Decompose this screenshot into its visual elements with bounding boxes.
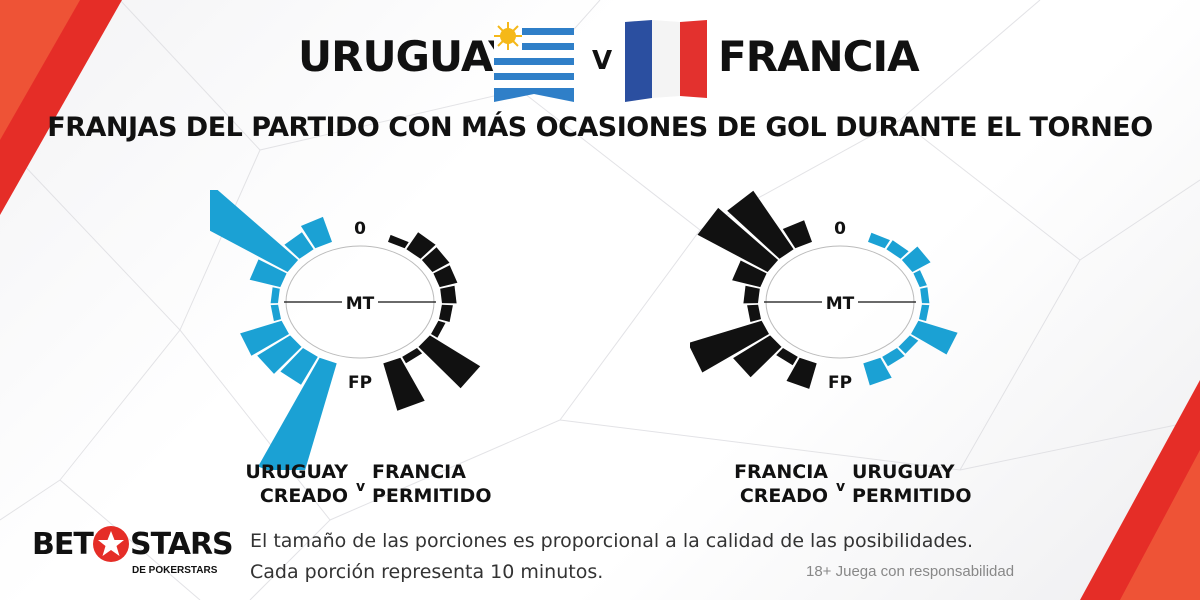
- chart-subtitle: FRANJAS DEL PARTIDO CON MÁS OCASIONES DE…: [47, 112, 1153, 143]
- slice-right-9: [402, 348, 423, 364]
- slice-right-10: [863, 357, 892, 386]
- label-end: FP: [828, 373, 852, 393]
- slice-left-9: [776, 348, 798, 366]
- corner-stripe-bottom-right-inner: [1120, 450, 1200, 600]
- legend-vs: v: [356, 479, 366, 495]
- slice-right-9: [882, 348, 905, 367]
- label-end: FP: [348, 373, 372, 393]
- slice-left-6: [747, 304, 761, 322]
- slice-right-7: [431, 320, 446, 338]
- legend-right-line-1: FRANCIA: [372, 461, 466, 483]
- slice-left-8: [733, 335, 782, 378]
- series-right: [383, 232, 481, 411]
- slice-right-4: [433, 265, 458, 288]
- footnote-line-1: El tamaño de las porciones es proporcion…: [250, 530, 974, 552]
- halftime-label-bg: [822, 291, 858, 313]
- slice-left-5: [743, 285, 760, 304]
- slice-right-4: [913, 270, 927, 288]
- legend-right-line-2: PERMITIDO: [372, 485, 492, 507]
- uruguay-flag-icon: [494, 20, 574, 102]
- slice-left-2: [284, 232, 314, 259]
- versus-label: V: [592, 46, 613, 76]
- slice-right-3: [421, 247, 450, 272]
- label-start: 0: [354, 219, 366, 239]
- slice-left-4: [732, 260, 767, 288]
- slice-right-8: [418, 335, 481, 389]
- corner-stripe-top-left-inner: [0, 0, 80, 140]
- slice-left-1: [782, 220, 812, 249]
- responsible-gaming-note: 18+ Juega con responsabilidad: [806, 563, 1015, 580]
- slice-left-6: [270, 304, 281, 322]
- slice-right-8: [898, 335, 919, 354]
- slice-left-7: [240, 320, 289, 356]
- slice-left-3: [210, 190, 299, 272]
- label-half-time: MT: [826, 294, 855, 314]
- legend-vs: v: [836, 479, 846, 495]
- series-right: [863, 232, 958, 386]
- slice-left-4: [249, 259, 287, 288]
- logo-subtext: DE POKERSTARS: [132, 565, 218, 576]
- halftime-label-bg: [342, 291, 378, 313]
- slice-right-6: [439, 304, 453, 322]
- legend-left-line-1: FRANCIA: [734, 461, 828, 483]
- slice-right-1: [388, 234, 409, 249]
- slice-right-5: [920, 287, 930, 304]
- legend-left-line-2: CREADO: [259, 485, 348, 507]
- legend-left-line-1: URUGUAY: [245, 461, 348, 483]
- label-start: 0: [834, 219, 846, 239]
- legend-right-line-1: URUGUAY: [852, 461, 955, 483]
- slice-left-10: [786, 357, 817, 389]
- slice-left-8: [257, 335, 302, 374]
- slice-left-9: [280, 348, 318, 385]
- legend-left-line-2: CREADO: [739, 485, 828, 507]
- slice-left-3: [697, 207, 779, 272]
- team-b-name: FRANCIA: [718, 32, 920, 81]
- slice-right-6: [919, 304, 930, 322]
- slice-right-3: [901, 246, 931, 272]
- slice-left-1: [300, 216, 332, 249]
- radial-chart-uruguay-vs-francia: MT 0 FP: [210, 190, 481, 470]
- logo-text-stars: STARS: [130, 527, 234, 562]
- footnote-line-2: Cada porción representa 10 minutos.: [250, 561, 604, 583]
- radial-chart-francia-vs-uruguay: MT 0 FP: [690, 190, 958, 393]
- star-icon: [93, 526, 129, 562]
- slice-right-2: [406, 232, 436, 259]
- slice-right-10: [383, 357, 425, 411]
- slice-right-7: [911, 320, 958, 355]
- slice-right-5: [440, 285, 457, 304]
- series-left: [690, 190, 817, 389]
- france-flag-icon: [625, 20, 707, 102]
- series-left: [210, 190, 337, 470]
- slice-left-5: [270, 287, 280, 304]
- slice-right-1: [868, 232, 890, 249]
- slice-left-7: [690, 320, 769, 373]
- logo-text-bet: BET: [32, 527, 94, 562]
- label-half-time: MT: [346, 294, 375, 314]
- slice-right-2: [886, 240, 909, 259]
- betstars-logo: BET STARS DE POKERSTARS: [32, 526, 234, 577]
- legend-right-line-2: PERMITIDO: [852, 485, 972, 507]
- team-a-name: URUGUAY: [298, 32, 519, 81]
- slice-left-10: [258, 357, 337, 470]
- match-header: URUGUAY V FRANCIA: [0, 8, 1200, 102]
- slice-left-2: [727, 190, 794, 259]
